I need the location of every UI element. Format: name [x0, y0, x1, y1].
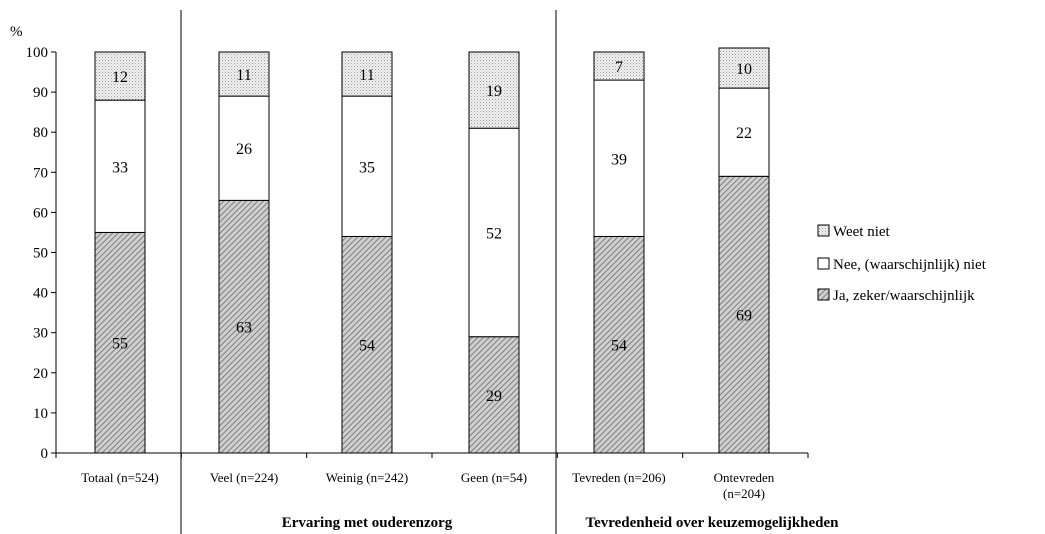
bar-segment	[718, 47, 770, 89]
data-label: 7	[615, 59, 623, 76]
legend-label: Nee, (waarschijnlijk) niet	[833, 257, 987, 273]
data-label: 22	[736, 125, 752, 142]
legend-label: Ja, zeker/waarschijnlijk	[833, 288, 975, 304]
x-category-label: Ontevreden	[714, 470, 775, 485]
y-tick-label: 20	[33, 366, 48, 382]
bar-segment	[468, 336, 520, 454]
bar-segment	[593, 51, 645, 81]
y-tick-label: 50	[33, 246, 48, 262]
y-tick-label: 40	[33, 286, 48, 302]
data-label: 29	[486, 388, 502, 405]
bar-segment	[593, 79, 645, 237]
y-tick-label: 90	[33, 85, 48, 101]
y-axis-unit-label: %	[10, 24, 23, 40]
data-label: 10	[736, 61, 752, 78]
bar-segment	[218, 95, 270, 201]
bar-segment	[718, 175, 770, 454]
group-label: Ervaring met ouderenzorg	[282, 515, 453, 531]
y-tick-label: 70	[33, 165, 48, 181]
data-label: 35	[359, 159, 375, 176]
y-tick-label: 60	[33, 205, 48, 221]
bar-segment	[341, 235, 393, 454]
bar-segment	[218, 51, 270, 97]
legend-swatch	[817, 288, 830, 301]
legend-swatch	[817, 224, 830, 237]
bar-segment	[468, 127, 520, 338]
x-category-label: Totaal (n=524)	[81, 470, 159, 485]
bar-segment	[468, 51, 520, 129]
data-label: 54	[359, 338, 375, 355]
data-label: 26	[236, 141, 252, 158]
x-category-label: (n=204)	[723, 486, 765, 501]
y-tick-label: 0	[41, 446, 49, 462]
y-tick-label: 10	[33, 406, 48, 422]
data-label: 69	[736, 308, 752, 325]
x-category-label: Veel (n=224)	[210, 470, 278, 485]
x-category-label: Tevreden (n=206)	[572, 470, 665, 485]
data-label: 11	[359, 67, 374, 84]
bar-segment	[593, 235, 645, 454]
legend-label: Weet niet	[833, 224, 891, 240]
data-label: 12	[112, 69, 128, 86]
data-label: 33	[112, 159, 128, 176]
bar-segment	[94, 99, 146, 233]
y-tick-label: 100	[26, 45, 49, 61]
bar-segment	[94, 51, 146, 101]
x-category-label: Geen (n=54)	[461, 470, 527, 485]
data-label: 54	[611, 338, 627, 355]
x-category-label: Weinig (n=242)	[326, 470, 408, 485]
data-label: 19	[486, 83, 502, 100]
legend-swatch	[817, 257, 830, 270]
y-tick-label: 30	[33, 326, 48, 342]
bar-segment	[718, 87, 770, 177]
data-label: 39	[611, 151, 627, 168]
bar-segment	[94, 231, 146, 454]
data-label: 55	[112, 336, 128, 353]
data-label: 52	[486, 225, 502, 242]
data-label: 63	[236, 320, 252, 337]
group-label: Tevredenheid over keuzemogelijkheden	[585, 515, 839, 531]
data-label: 11	[236, 67, 251, 84]
y-tick-label: 80	[33, 125, 48, 141]
bar-segment	[341, 51, 393, 97]
